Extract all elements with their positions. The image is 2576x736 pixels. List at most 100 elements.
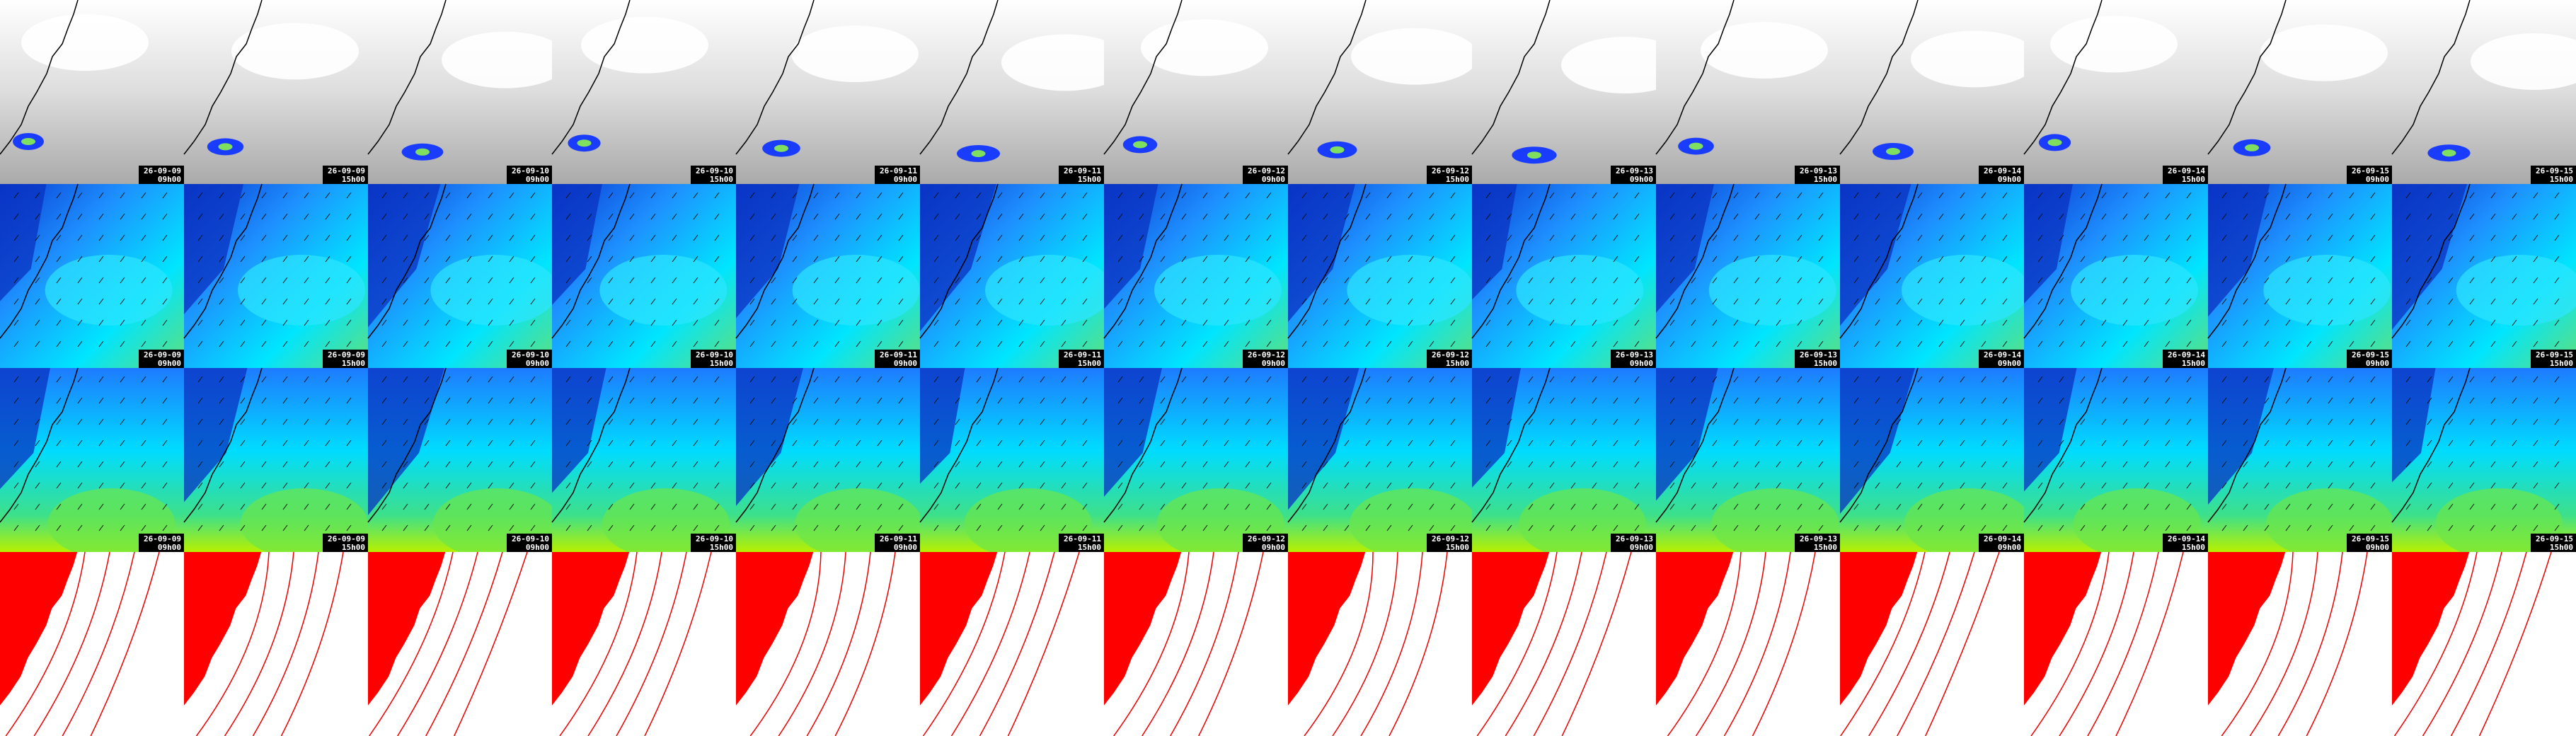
wind-arrow: [834, 482, 840, 489]
wind-arrow: [1181, 482, 1187, 489]
wind-arrow: [1528, 255, 1534, 263]
wind-arrow: [1570, 277, 1576, 284]
wind-arrow: [2122, 376, 2128, 383]
wind-arrow: [1797, 376, 1802, 383]
wind-arrow: [77, 376, 83, 383]
wind-arrow: [1450, 319, 1456, 326]
time-label: 09h00: [894, 543, 917, 552]
wind-arrow: [565, 418, 571, 425]
wind-arrow: [1450, 439, 1456, 447]
wind-arrow: [650, 277, 656, 284]
wind-arrow: [629, 461, 635, 468]
wind-arrow: [2554, 298, 2560, 305]
wind-arrow: [2080, 234, 2086, 241]
wind-arrow: [976, 439, 982, 447]
wind-arrow: [1938, 277, 1944, 284]
wind-arrow: [403, 418, 408, 425]
wind-arrow: [2122, 482, 2128, 489]
wind-arrow: [445, 192, 451, 199]
date-label: 26-09-09: [144, 534, 181, 544]
wind-arrow: [1818, 298, 1824, 305]
wind-arrow: [2490, 213, 2496, 220]
land-fill: [2024, 552, 2102, 706]
wind-arrow: [1224, 524, 1229, 531]
wind-arrow: [1139, 277, 1144, 284]
wind-arrow: [1429, 192, 1434, 199]
wind-arrow: [1528, 503, 1534, 510]
wind-arrow: [565, 319, 571, 326]
low-zone: [1104, 368, 1162, 497]
wind-arrow: [1776, 418, 1781, 425]
wind-arrow: [1613, 192, 1618, 199]
wind-arrow: [98, 277, 104, 284]
wind-arrow: [1139, 319, 1144, 326]
wind-arrow: [608, 418, 614, 425]
wind-arrow: [1570, 376, 1576, 383]
wind-arrow: [2328, 234, 2333, 241]
wind-arrow: [1266, 234, 1272, 241]
coastline: [919, 183, 999, 339]
wind-arrow: [2243, 461, 2248, 468]
wind-arrow: [2306, 319, 2312, 326]
wind-arrow: [2349, 397, 2354, 404]
wind-arrow: [1691, 340, 1696, 347]
wind-arrow: [1960, 524, 1965, 531]
wind-arrow: [1386, 524, 1392, 531]
wind-arrow: [1061, 192, 1066, 199]
date-label: 26-09-09: [328, 534, 365, 544]
coastline: [919, 0, 999, 155]
wind-arrow: [813, 397, 819, 404]
wind-arrow: [1117, 277, 1123, 284]
wind-arrow: [120, 376, 125, 383]
wind-arrow: [749, 439, 755, 447]
wind-arrow: [1323, 439, 1328, 447]
wind-arrow: [1754, 234, 1760, 241]
wind-arrow: [771, 255, 776, 263]
wind-arrow: [1875, 319, 1880, 326]
wind-arrow: [261, 461, 267, 468]
wind-arrow: [813, 213, 819, 220]
wind-arrow: [2533, 192, 2538, 199]
wind-arrow: [877, 234, 882, 241]
wind-arrow: [1938, 503, 1944, 510]
wind-arrow: [1160, 319, 1166, 326]
time-label: 09h00: [526, 543, 549, 552]
wind-arrow: [976, 418, 982, 425]
wind-arrow: [650, 340, 656, 347]
wind-arrow: [2405, 234, 2411, 241]
wind-arrow: [403, 192, 408, 199]
wind-arrow: [1202, 397, 1208, 404]
wind-arrow: [650, 482, 656, 489]
wind-arrow: [2469, 319, 2475, 326]
wind-arrow: [77, 418, 83, 425]
tile-bg: [736, 0, 920, 184]
wind-arrow: [1592, 277, 1597, 284]
wind-arrow: [2427, 298, 2432, 305]
wind-arrow: [1613, 439, 1618, 447]
wind-arrow: [219, 255, 224, 263]
wind-arrow: [2448, 298, 2454, 305]
wind-arrow: [565, 234, 571, 241]
wind-arrow: [1733, 376, 1739, 383]
wind-arrow: [1082, 397, 1088, 404]
wind-arrow: [466, 213, 472, 220]
wind-arrow: [608, 213, 614, 220]
wind-arrow: [1386, 319, 1392, 326]
coastline: [1471, 551, 1551, 707]
time-label: 09h00: [158, 543, 181, 552]
wind-arrow: [2264, 234, 2270, 241]
wind-arrow: [976, 397, 982, 404]
date-label: 26-09-12: [1432, 534, 1469, 544]
isoline: [1897, 551, 1975, 736]
wind-arrow: [197, 255, 203, 263]
wind-arrow: [1669, 503, 1675, 510]
wind-arrow: [1938, 482, 1944, 489]
wind-arrow: [13, 340, 19, 347]
wind-arrow: [1365, 439, 1371, 447]
isoline: [2221, 551, 2294, 736]
wind-arrow: [2144, 418, 2149, 425]
wind-arrow: [1323, 376, 1328, 383]
